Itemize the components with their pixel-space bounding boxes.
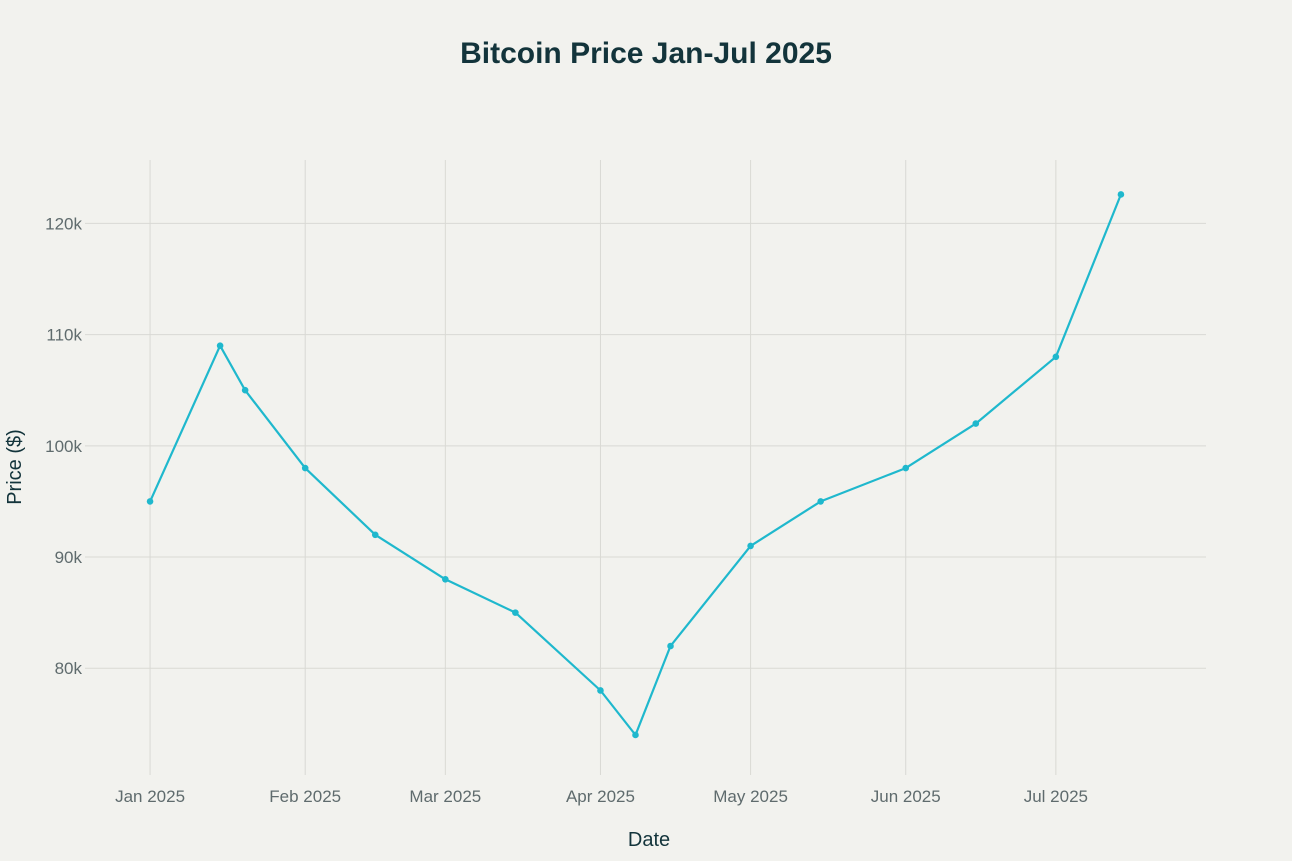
data-point <box>597 687 604 694</box>
x-tick-label: Jun 2025 <box>871 787 941 806</box>
data-point <box>241 386 249 394</box>
axis-tick-labels: Jan 2025 Feb 2025 Mar 2025 Apr 2025 May 2025… <box>45 214 1088 806</box>
y-tick-label: 110k <box>46 326 82 345</box>
y-tick-label: 80k <box>55 659 83 678</box>
series-layer <box>146 191 1125 739</box>
data-point <box>747 542 754 550</box>
data-point <box>442 575 449 583</box>
gridlines <box>85 160 1206 775</box>
y-tick-label: 90k <box>55 548 83 567</box>
series-line <box>149 193 1122 737</box>
data-point <box>817 498 824 505</box>
x-axis-title: Date <box>628 829 670 851</box>
data-point <box>1117 191 1125 198</box>
x-tick-label: Jan 2025 <box>115 787 185 806</box>
data-point <box>512 609 519 616</box>
data-point <box>902 464 910 472</box>
data-point <box>216 342 224 350</box>
data-point <box>301 464 309 472</box>
x-tick-label: Apr 2025 <box>566 787 635 806</box>
data-point <box>632 731 639 739</box>
data-point <box>146 498 154 505</box>
x-tick-label: Jul 2025 <box>1024 787 1088 806</box>
chart-title: Bitcoin Price Jan-Jul 2025 <box>460 37 832 70</box>
data-point <box>1052 353 1060 361</box>
x-tick-label: Feb 2025 <box>269 787 341 806</box>
data-point <box>371 531 379 539</box>
x-tick-label: Mar 2025 <box>409 787 481 806</box>
data-point <box>972 420 980 427</box>
y-tick-label: 100k <box>45 437 82 456</box>
y-axis-title: Price ($) <box>4 429 26 505</box>
y-tick-label: 120k <box>45 214 82 233</box>
x-tick-label: May 2025 <box>713 787 788 806</box>
data-point <box>667 642 674 650</box>
